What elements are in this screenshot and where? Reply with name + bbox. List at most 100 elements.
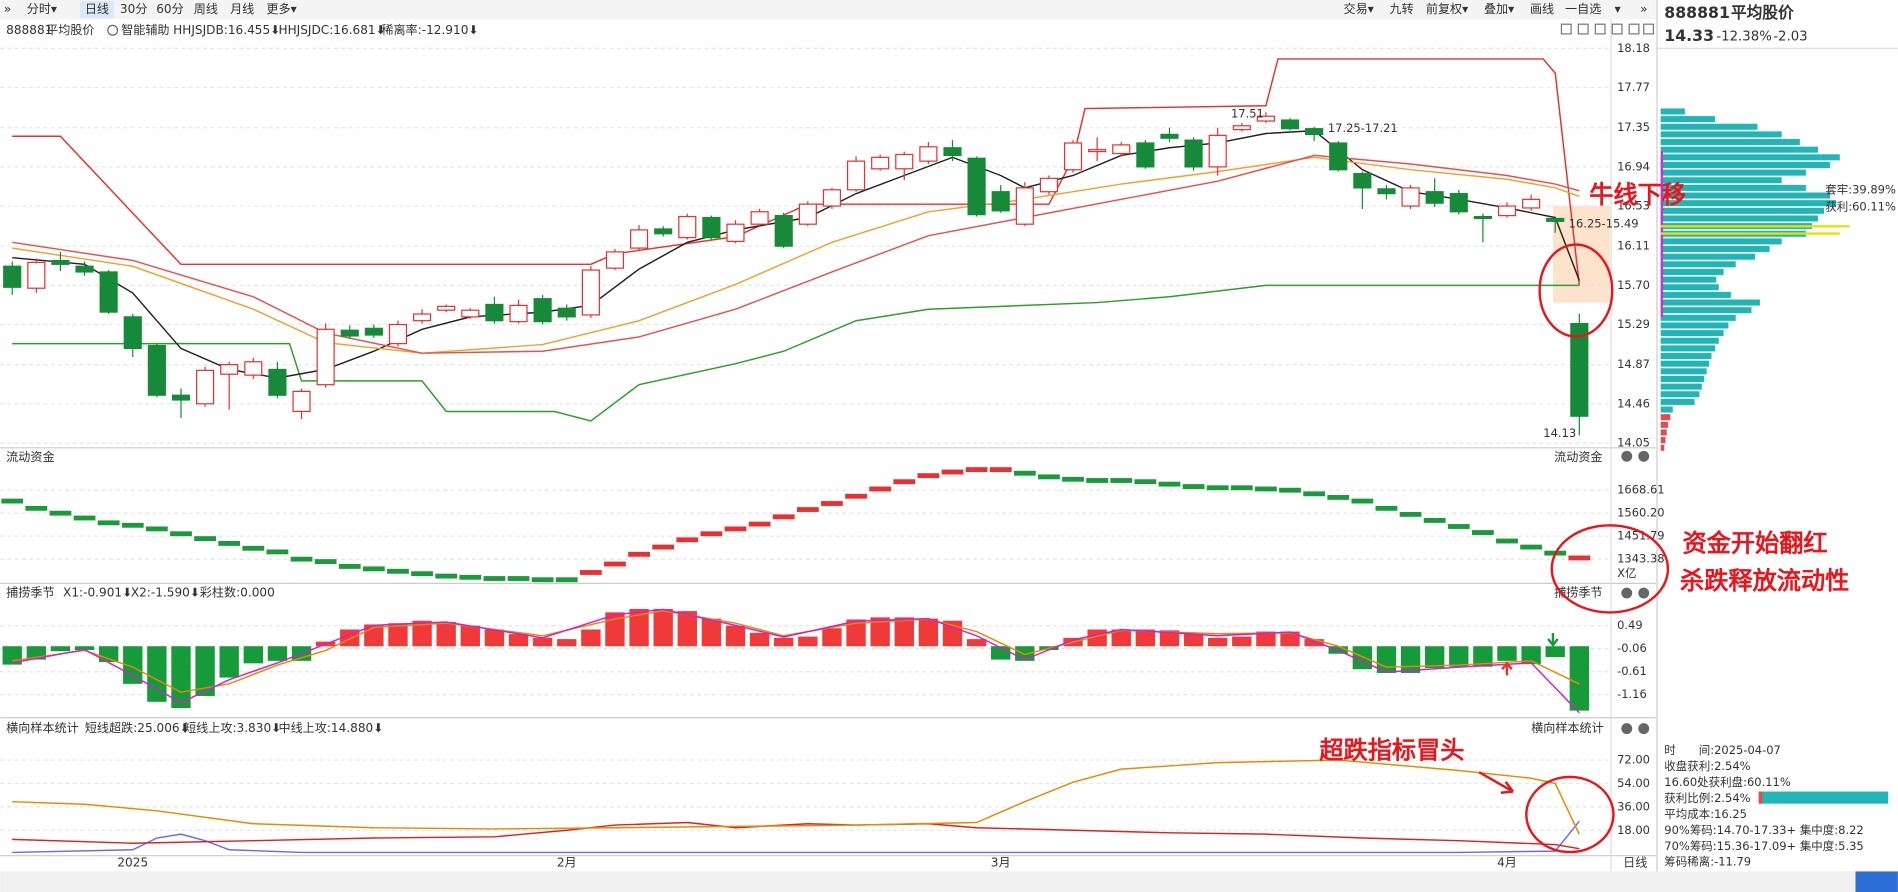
flow-bar [652,544,675,550]
histogram-bar [98,646,119,663]
panel-icon[interactable] [1638,587,1650,599]
chip-bar [1660,406,1673,413]
candle-body [678,215,697,239]
flow-bar [242,545,265,551]
flow-bar [1134,479,1157,485]
toolbar-item[interactable]: 周线 [194,2,218,16]
candle-body [629,229,649,249]
toolbar-item[interactable]: 交易▾ [1344,1,1375,16]
candle-body [292,390,311,413]
y-tick-label: 16.11 [1617,239,1650,253]
histogram-bar [1159,630,1180,647]
flow-bar [989,467,1012,473]
candle-body [75,265,94,273]
flow-bar [845,493,867,499]
flow-bar [796,507,819,512]
info-line: 70%筹码:15.36-17.09+ 集中度:5.35 [1664,839,1863,853]
legend-item: 稀离率:-12.910⬇ [381,22,478,37]
chip-profit: 获利:60.11% [1825,199,1896,213]
y-tick-label: 18.18 [1617,41,1650,55]
chip-bar [1660,200,1837,207]
panel-icon[interactable] [1638,723,1650,735]
histogram-bar [677,611,697,647]
flow-bar [1520,544,1543,550]
flow-bar [1110,478,1133,483]
candle-body [533,298,552,323]
flow-bar [917,473,940,479]
toolbar-item[interactable]: ▾ [1615,2,1622,16]
panel-icon[interactable] [1594,23,1606,35]
candle-body [316,328,335,386]
chip-bar [1660,291,1731,298]
y-tick-label: 15.29 [1617,317,1650,331]
chip-bar [1660,421,1668,428]
panel-icon[interactable] [1628,23,1640,35]
flow-bar [1013,470,1036,476]
panel-icon[interactable] [1638,450,1650,462]
toolbar-item[interactable]: 前复权▾ [1426,1,1469,16]
toolbar-item[interactable]: 画线 [1530,2,1554,16]
x-tick-label: 2月 [557,855,577,869]
candle-body [1425,191,1444,204]
toolbar-item[interactable]: 一自选 [1565,2,1601,16]
panel-icon[interactable] [1560,23,1572,35]
legend-item: X1:-0.901⬇ [63,586,132,600]
histogram-bar [436,621,456,647]
toolbar-item[interactable]: 月线 [230,2,254,16]
histogram-bar [1400,646,1421,673]
histogram-bar [74,646,95,650]
flow-bar [893,479,916,485]
chip-bar [1660,161,1831,168]
price-annotation: 16.25-15.49 [1569,216,1639,230]
toolbar-item[interactable]: 更多▾ [266,2,297,16]
chip-bar [1660,116,1716,123]
chip-bar [1660,246,1770,253]
candle-body [1449,193,1468,213]
candle-body [1280,119,1300,130]
candle-body [774,214,793,247]
toolbar-item[interactable]: 60分 [156,2,183,16]
flow-bar [145,526,168,532]
panel-icon[interactable] [1643,23,1655,35]
chip-bar [1660,345,1716,352]
panel-icon[interactable] [1611,23,1623,35]
collapse-icon[interactable]: » [4,2,11,16]
histogram-bar [388,623,408,647]
stock-code: 888881 [6,23,52,37]
info-line: 获利比例:2.54% [1664,791,1750,805]
histogram-bar [774,637,794,647]
panel-title: 捕捞季节 [6,585,54,600]
panel-icon[interactable] [1621,587,1633,599]
candle-body [557,307,576,318]
candle-body [726,223,745,242]
panel-icon[interactable] [1621,450,1633,462]
panel-icon[interactable] [1577,23,1589,35]
flow-bar [724,526,747,532]
candle-body [147,344,166,396]
legend-item: 中线上攻:14.880⬇ [278,720,383,735]
legend-item: X2:-1.590⬇ [131,586,200,600]
panel-icon[interactable] [1621,723,1633,735]
callout: 杀跌释放流动性 [1680,567,1849,595]
toolbar-item[interactable]: 分时▾ [27,2,58,16]
histogram-bar [412,620,432,647]
histogram-bar [1135,629,1156,647]
candle-body [967,157,986,216]
flow-bar [1038,474,1060,480]
histogram-bar [1569,646,1590,711]
flow-bar [1375,505,1398,511]
candle-body [171,394,191,401]
signal-arrow [1501,661,1513,676]
flow-bar [1423,518,1446,523]
toolbar-item[interactable]: 九转 [1390,1,1414,16]
flow-bar [1086,478,1109,483]
toolbar-item[interactable]: 叠加▾ [1484,2,1515,16]
histogram-bar [1208,637,1228,647]
bottom-bar [0,871,1898,892]
toolbar-item[interactable]: 日线 [85,2,109,16]
y-tick-label: -1.16 [1617,687,1647,701]
chip-bar [1660,360,1710,367]
collapse-icon[interactable]: » [1640,2,1647,16]
toolbar-item[interactable]: 30分 [120,2,147,16]
flow-bar [555,577,578,583]
